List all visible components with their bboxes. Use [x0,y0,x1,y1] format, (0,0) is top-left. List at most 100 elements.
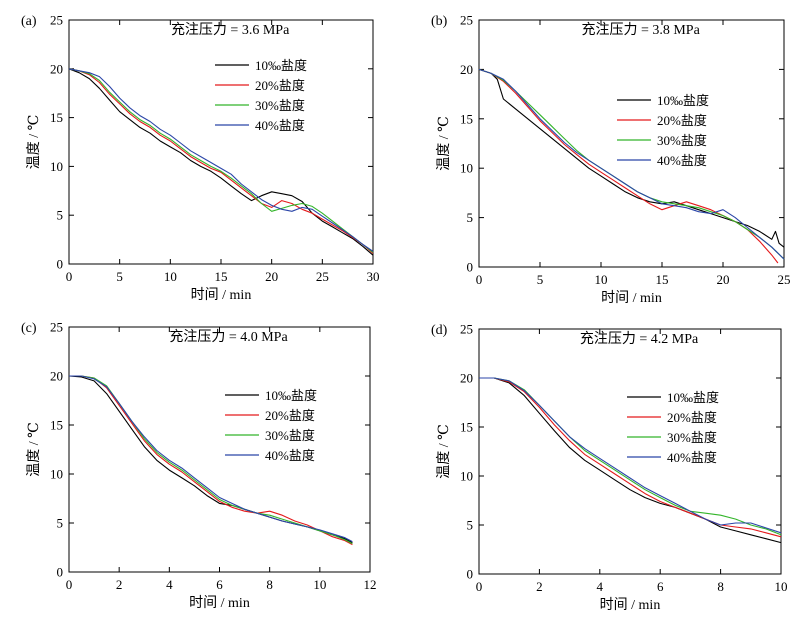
chart-title: 充注压力 = 4.2 MPa [580,331,699,347]
y-axis-label: 温度 / ℃ [26,422,42,477]
x-tick-label: 12 [364,577,377,592]
x-tick-label: 25 [778,272,791,287]
y-axis-label: 温度 / ℃ [436,424,452,479]
legend-label-3: 30%盐度 [255,98,305,113]
y-axis-label: 温度 / ℃ [26,115,42,170]
x-tick-label: 2 [536,579,543,594]
x-axis-label: 时间 / min [191,287,252,303]
x-tick-label: 15 [656,272,669,287]
legend: 10‰盐度 20%盐度 30%盐度 40%盐度 [617,93,709,168]
plot-frame [478,19,785,268]
x-tick-label: 8 [717,579,724,594]
legend-label-4: 40%盐度 [265,448,315,463]
legend-label-4: 40%盐度 [657,153,707,168]
panel-4: 0 2 4 6 8 10 0 5 10 15 20 25 时间 / min 温度 / ℃ (d) 充注压力 =… [431,322,788,614]
x-axis-label: 时间 / min [600,597,661,613]
x-tick-label: 0 [66,269,73,284]
legend-label-3: 30%盐度 [667,430,717,445]
y-tick-label: 20 [460,62,473,77]
legend-label-1: 10‰盐度 [667,390,719,405]
y-tick-label: 20 [50,61,63,76]
x-tick-label: 10 [313,577,326,592]
x-tick-label: 20 [717,272,730,287]
x-tick-label: 4 [597,579,604,594]
panel-label: (a) [21,14,37,29]
panel-label: (d) [431,323,448,338]
x-tick-label: 5 [116,269,123,284]
y-tick-label: 10 [50,467,63,482]
chart-title: 充注压力 = 4.0 MPa [169,329,288,345]
series-line-4 [478,68,785,260]
y-tick-label: 25 [460,13,473,28]
legend-label-2: 20%盐度 [265,408,315,423]
panel-1: 0 5 10 15 20 25 30 0 5 10 15 20 25 时间 / min 温度 / ℃ (a) 充… [21,13,380,304]
panel-label: (c) [21,321,37,336]
y-tick-label: 15 [50,110,63,125]
legend: 10‰盐度 20%盐度 30%盐度 40%盐度 [627,390,719,465]
series-line-1 [68,68,374,256]
x-tick-label: 8 [266,577,273,592]
series-line-1 [479,377,782,544]
panel-2: 0 5 10 15 20 25 0 5 10 15 20 25 时间 / min 温度 / ℃ (b) 充注压… [431,13,791,307]
y-tick-label: 5 [57,516,64,531]
legend-label-2: 20%盐度 [255,78,305,93]
y-tick-label: 0 [467,567,474,582]
y-axis-label: 温度 / ℃ [436,116,452,171]
x-tick-label: 2 [116,577,123,592]
series-line-4 [69,375,353,543]
series-line-3 [68,68,374,253]
y-tick-label: 5 [467,518,474,533]
series-line-3 [478,68,785,260]
x-tick-label: 10 [775,579,788,594]
legend-label-1: 10‰盐度 [255,58,307,73]
series-line-4 [479,377,782,534]
x-tick-label: 30 [367,269,380,284]
x-tick-label: 15 [215,269,228,284]
x-tick-label: 0 [476,272,483,287]
y-tick-label: 0 [57,257,64,272]
legend: 10‰盐度 20%盐度 30%盐度 40%盐度 [215,58,307,133]
chart-title: 充注压力 = 3.8 MPa [581,22,700,38]
legend-label-4: 40%盐度 [255,118,305,133]
series-line-4 [68,68,374,252]
y-tick-label: 0 [57,565,64,580]
y-tick-label: 5 [467,210,474,225]
legend-label-3: 30%盐度 [657,133,707,148]
panel-3: 0 2 4 6 8 10 12 0 5 10 15 20 25 时间 / min 温度 / ℃ (c) 充注压力… [21,320,377,612]
y-tick-label: 25 [460,322,473,337]
y-tick-label: 15 [460,420,473,435]
x-tick-label: 25 [316,269,329,284]
legend-label-1: 10‰盐度 [657,93,709,108]
legend-label-2: 20%盐度 [667,410,717,425]
x-axis-label: 时间 / min [601,290,662,306]
panel-label: (b) [431,14,448,29]
y-tick-label: 10 [460,469,473,484]
plot-frame [68,326,371,573]
y-tick-label: 25 [50,320,63,335]
y-tick-label: 5 [57,208,64,223]
y-tick-label: 10 [460,161,473,176]
x-tick-label: 4 [166,577,173,592]
x-tick-label: 20 [265,269,278,284]
x-tick-label: 10 [164,269,177,284]
legend-label-4: 40%盐度 [667,450,717,465]
series-line-2 [68,68,374,254]
y-tick-label: 20 [50,369,63,384]
legend: 10‰盐度 20%盐度 30%盐度 40%盐度 [225,388,317,463]
x-tick-label: 6 [216,577,223,592]
x-axis-label: 时间 / min [189,595,250,611]
plot-frame [478,328,782,575]
series-line-2 [69,375,353,546]
x-tick-label: 5 [537,272,544,287]
y-tick-label: 15 [50,418,63,433]
plot-frame [68,19,374,265]
y-tick-label: 10 [50,159,63,174]
x-tick-label: 6 [657,579,664,594]
legend-label-3: 30%盐度 [265,428,315,443]
series-line-2 [479,377,782,538]
y-tick-label: 0 [467,260,474,275]
legend-label-1: 10‰盐度 [265,388,317,403]
y-tick-label: 20 [460,371,473,386]
chart-title: 充注压力 = 3.6 MPa [171,22,290,38]
